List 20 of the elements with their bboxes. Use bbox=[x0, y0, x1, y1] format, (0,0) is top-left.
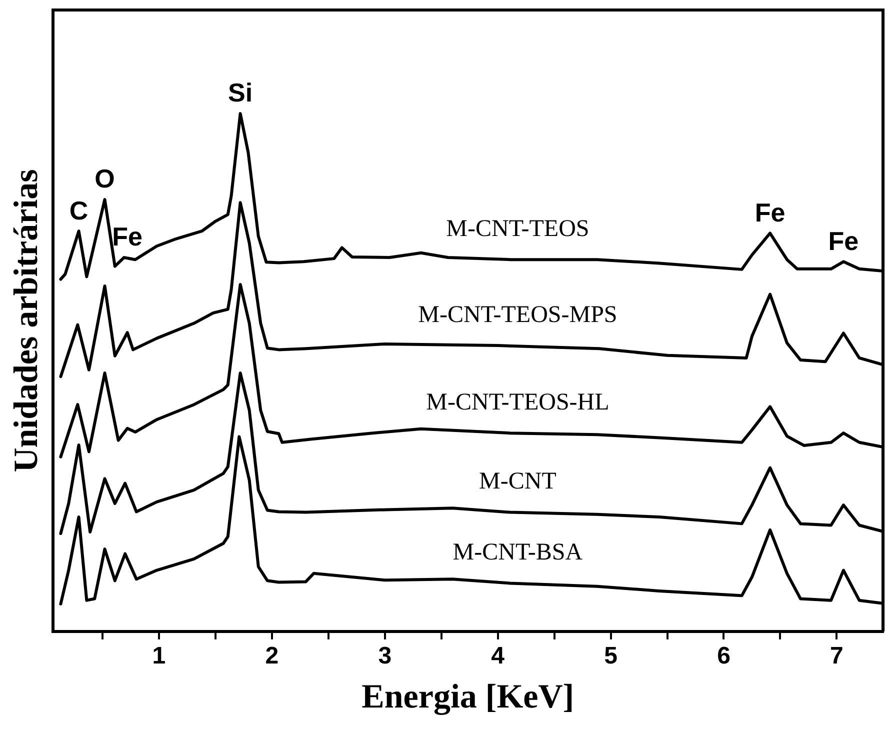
series-label: M-CNT-BSA bbox=[452, 540, 584, 566]
series-label: M-CNT-TEOS-MPS bbox=[418, 302, 618, 328]
x-axis-title: Energia [KeV] bbox=[362, 678, 574, 716]
series-label: M-CNT-TEOS-HL bbox=[426, 389, 610, 416]
series-label: M-CNT-TEOS bbox=[446, 216, 590, 242]
series-label: M-CNT bbox=[479, 468, 557, 495]
x-tick-label: 7 bbox=[830, 642, 844, 670]
annotation: Fe bbox=[754, 197, 786, 228]
annotation: C bbox=[69, 195, 88, 226]
annotation: Fe bbox=[112, 222, 143, 252]
x-tick-label: 3 bbox=[378, 642, 392, 670]
x-tick-label: 2 bbox=[265, 642, 279, 670]
x-tick-label: 4 bbox=[491, 642, 506, 670]
annotation: Fe bbox=[828, 226, 859, 256]
x-tick-label: 5 bbox=[604, 642, 618, 670]
annotation: Si bbox=[228, 78, 253, 108]
x-tick-label: 1 bbox=[152, 642, 166, 670]
x-tick-label: 6 bbox=[717, 642, 730, 670]
annotation: O bbox=[94, 164, 115, 194]
y-axis-title: Unidades arbitrárias bbox=[8, 169, 46, 472]
